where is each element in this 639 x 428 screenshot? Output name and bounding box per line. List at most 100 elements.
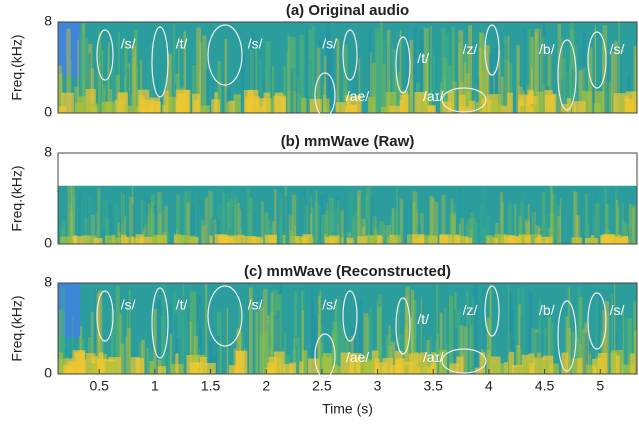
spectrogram-texture bbox=[238, 302, 241, 374]
low-band bbox=[321, 356, 332, 374]
spectrogram-texture bbox=[249, 197, 253, 244]
spectrogram-texture bbox=[596, 209, 600, 244]
spectrogram-texture bbox=[617, 206, 620, 244]
low-band bbox=[192, 363, 196, 374]
spectrogram-texture bbox=[254, 310, 258, 374]
low-band bbox=[571, 102, 576, 113]
spectrogram-texture bbox=[126, 307, 129, 374]
low-band bbox=[344, 106, 349, 113]
spectrogram-texture bbox=[203, 49, 206, 113]
spectrogram-texture bbox=[352, 216, 356, 244]
spectrogram-texture bbox=[429, 336, 433, 374]
spectrogram-texture bbox=[118, 231, 122, 244]
spectrogram-texture bbox=[371, 63, 376, 113]
spectrogram-texture bbox=[121, 218, 124, 244]
spectrogram-texture bbox=[120, 192, 122, 244]
spectrogram-texture bbox=[611, 293, 614, 374]
spectrogram-texture bbox=[624, 224, 629, 244]
highlight-ellipse bbox=[342, 290, 358, 342]
low-band bbox=[626, 104, 633, 113]
spectrogram-texture bbox=[587, 224, 590, 244]
low-band bbox=[124, 236, 129, 244]
spectrogram-texture bbox=[251, 31, 255, 113]
spectrogram-texture bbox=[424, 27, 429, 113]
spectrogram-texture bbox=[127, 328, 131, 374]
spectrogram-texture bbox=[317, 334, 319, 374]
spectrogram-texture bbox=[296, 346, 298, 374]
spectrogram-texture bbox=[453, 310, 456, 374]
spectrogram-texture bbox=[286, 33, 291, 113]
spectrogram-texture bbox=[248, 210, 251, 244]
spectrogram-texture bbox=[541, 37, 546, 113]
spectrogram-texture bbox=[448, 64, 452, 113]
y-axis-label: Freq.(kHz) bbox=[9, 34, 25, 100]
spectrogram-texture bbox=[377, 306, 382, 374]
spectrogram-texture bbox=[632, 205, 637, 244]
spectrogram-texture bbox=[240, 325, 242, 374]
spectrogram-texture bbox=[257, 301, 260, 374]
spectrogram-texture bbox=[218, 81, 222, 113]
spectrogram-texture bbox=[80, 200, 83, 244]
spectrogram-texture bbox=[290, 36, 296, 113]
spectrogram-texture bbox=[501, 201, 504, 244]
low-band bbox=[615, 236, 629, 244]
spectrogram-texture bbox=[576, 321, 581, 374]
spectrogram-texture bbox=[557, 225, 560, 244]
phoneme-label: /s/ bbox=[121, 35, 136, 51]
spectrogram-texture bbox=[372, 216, 377, 244]
spectrogram-texture bbox=[442, 57, 448, 113]
spectrogram-texture bbox=[487, 44, 491, 113]
low-band bbox=[238, 234, 245, 244]
spectrogram-texture bbox=[272, 290, 277, 374]
spectrogram-texture bbox=[96, 63, 101, 113]
spectrogram-texture bbox=[377, 294, 383, 374]
spectrogram-texture bbox=[396, 186, 399, 244]
low-band bbox=[588, 237, 596, 244]
low-band bbox=[527, 89, 533, 113]
spectrogram-texture bbox=[413, 26, 417, 113]
spectrogram-texture bbox=[551, 192, 554, 244]
spectrogram-texture bbox=[199, 68, 201, 113]
spectrogram-texture bbox=[352, 327, 356, 374]
spectrogram-texture bbox=[228, 198, 233, 244]
spectrogram-texture bbox=[592, 47, 597, 113]
spectrogram-texture bbox=[147, 60, 149, 113]
spectrogram-texture bbox=[634, 48, 637, 113]
low-band bbox=[255, 98, 266, 113]
spectrogram-texture bbox=[144, 196, 149, 244]
spectrogram-texture bbox=[185, 191, 191, 244]
spectrogram-texture bbox=[326, 202, 329, 244]
spectrogram-texture bbox=[439, 89, 443, 113]
phoneme-label: /z/ bbox=[463, 302, 478, 318]
spectrogram-texture bbox=[212, 79, 215, 113]
low-band bbox=[459, 94, 466, 113]
spectrogram-texture bbox=[234, 204, 237, 244]
spectrogram-texture bbox=[150, 44, 153, 113]
spectrogram-texture bbox=[228, 335, 230, 374]
spectrogram-texture bbox=[323, 76, 327, 113]
spectrogram-texture bbox=[90, 214, 95, 244]
spectrogram-texture bbox=[95, 289, 98, 374]
low-band bbox=[404, 365, 410, 374]
spectrogram-texture bbox=[507, 203, 513, 244]
spectrogram-texture bbox=[205, 69, 210, 113]
spectrogram-texture bbox=[419, 29, 424, 113]
spectrogram-texture bbox=[532, 209, 535, 244]
low-band bbox=[493, 363, 505, 374]
spectrogram-texture bbox=[476, 222, 478, 244]
spectrogram-texture bbox=[515, 345, 521, 374]
spectrogram-texture bbox=[246, 188, 250, 244]
low-band bbox=[112, 237, 121, 244]
spectrogram-texture bbox=[111, 334, 115, 374]
spectrogram-texture bbox=[410, 317, 413, 374]
low-band bbox=[135, 234, 144, 244]
low-band bbox=[536, 352, 542, 374]
spectrogram-texture bbox=[255, 48, 258, 113]
spectrogram-texture bbox=[361, 226, 366, 244]
spectrogram-texture bbox=[524, 219, 530, 244]
spectrogram-texture bbox=[592, 85, 597, 113]
spectrogram-texture bbox=[287, 36, 291, 113]
low-band bbox=[149, 97, 161, 113]
low-band bbox=[406, 234, 412, 244]
spectrogram-texture bbox=[150, 194, 155, 244]
